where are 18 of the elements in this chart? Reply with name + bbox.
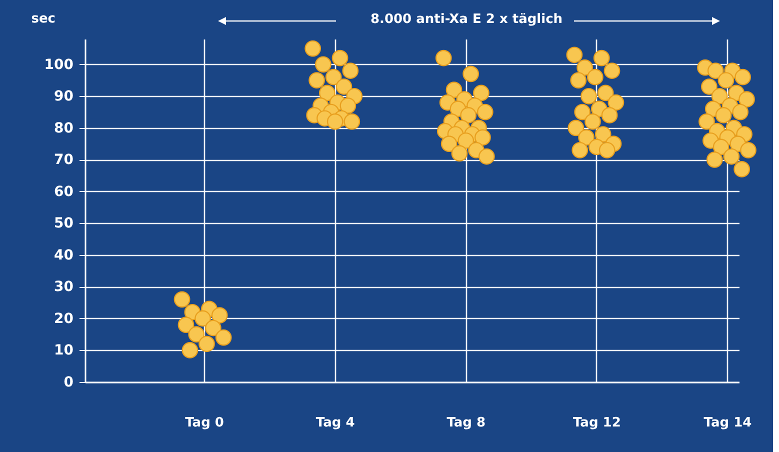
x-tick-label: Tag 12 bbox=[572, 416, 621, 430]
y-tick-label: 80 bbox=[54, 120, 74, 136]
y-axis-title: sec bbox=[31, 12, 56, 26]
y-tick-label: 100 bbox=[44, 56, 74, 73]
y-tick-label: 20 bbox=[54, 310, 74, 327]
x-tick-label: Tag 8 bbox=[446, 416, 486, 430]
y-tick-label: 70 bbox=[54, 152, 74, 168]
y-tick-label: 10 bbox=[54, 342, 74, 359]
y-tick-label: 50 bbox=[54, 216, 74, 232]
y-tick-label: 30 bbox=[54, 279, 74, 296]
y-tick-label: 60 bbox=[54, 184, 74, 200]
x-tick-label: Tag 4 bbox=[316, 416, 355, 430]
x-tick-label: Tag 0 bbox=[185, 416, 224, 430]
chart-title: 8.000 anti-Xa E 2 x täglich bbox=[370, 12, 563, 27]
y-tick-label: 90 bbox=[54, 88, 74, 105]
x-tick-label: Tag 14 bbox=[704, 416, 752, 430]
y-tick-label: 0 bbox=[64, 374, 74, 390]
y-tick-label: 40 bbox=[54, 247, 74, 264]
